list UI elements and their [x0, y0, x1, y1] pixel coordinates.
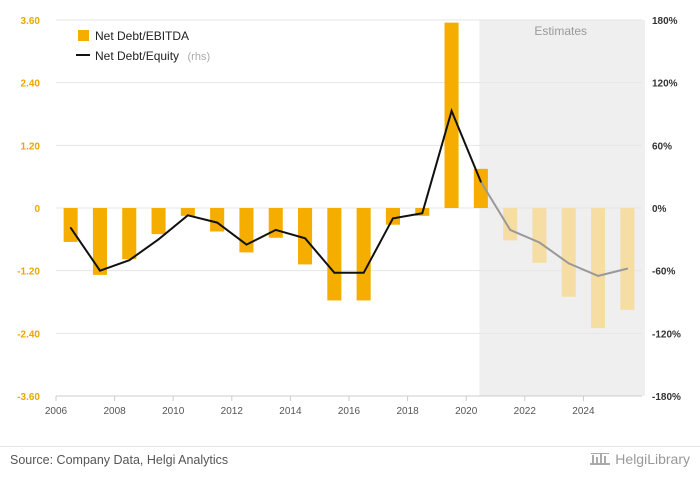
line-point-2014	[304, 237, 306, 240]
line-series	[69, 107, 629, 277]
legend-label-line: Net Debt/Equity (rhs)	[95, 47, 210, 64]
right-axis: 180% 120% 60% 0% -60% -120% -180%	[652, 16, 681, 403]
x-tick-2006: 2006	[45, 406, 68, 417]
y-tick-right: 60%	[652, 141, 672, 152]
y-tick-right: -180%	[652, 392, 681, 403]
y-tick-right: 0%	[652, 204, 667, 215]
y-tick-left: -3.60	[17, 392, 40, 403]
legend-label-bar: Net Debt/EBITDA	[95, 29, 189, 43]
x-tick-2024: 2024	[572, 406, 595, 417]
legend-swatch-bar	[78, 30, 89, 41]
bar-2006	[63, 208, 78, 242]
line-point-2016	[362, 271, 365, 274]
y-tick-left: 3.60	[21, 16, 41, 27]
source-text: Source: Company Data, Helgi Analytics	[10, 453, 229, 467]
line-point-2012	[245, 243, 248, 246]
x-tick-2014: 2014	[279, 406, 302, 417]
line-point-2013	[274, 229, 277, 231]
chart: Estimates 3.60 2.40 1.20 0 -1.20 -2.40 -3.60 1…	[17, 16, 681, 417]
x-tick-2018: 2018	[396, 406, 419, 417]
line-point-2017	[392, 217, 394, 220]
bar-2021	[503, 208, 518, 241]
y-tick-left: -2.40	[17, 329, 40, 340]
footer: Source: Company Data, Helgi Analytics He…	[0, 446, 700, 483]
bar-2009	[151, 208, 166, 235]
x-tick-2008: 2008	[103, 406, 126, 417]
line-point-2022	[538, 241, 541, 244]
y-tick-left: 1.20	[21, 141, 41, 152]
line-point-2021	[509, 229, 511, 231]
y-tick-left: -1.20	[17, 267, 40, 278]
x-axis: 2006 2008 2010 2012 2014 2016 2018 2020 2022 2024	[45, 395, 642, 417]
x-tick-2012: 2012	[221, 406, 244, 417]
y-tick-right: -60%	[652, 267, 675, 278]
legend-line-suffix: (rhs)	[188, 51, 211, 63]
line-point-2006	[69, 227, 72, 229]
bar-2015	[327, 208, 342, 301]
left-axis: 3.60 2.40 1.20 0 -1.20 -2.40 -3.60	[17, 16, 40, 403]
bar-2024	[591, 208, 606, 329]
y-tick-right: -120%	[652, 329, 681, 340]
bar-2016	[356, 208, 371, 301]
bar-2008	[122, 208, 137, 260]
line-point-2019	[450, 110, 453, 112]
line-point-2009	[157, 238, 160, 241]
library-icon	[590, 453, 611, 465]
bar-2020	[473, 168, 488, 208]
line-point-2023	[567, 262, 570, 265]
y-tick-right: 180%	[652, 16, 678, 27]
bar-2023	[561, 208, 576, 297]
bar-2019	[444, 22, 459, 208]
legend: Net Debt/EBITDA Net Debt/Equity (rhs)	[76, 29, 210, 64]
line-point-2024	[597, 275, 599, 277]
line-estimates	[480, 181, 628, 277]
estimates-label: Estimates	[534, 24, 587, 38]
line-point-2010	[187, 214, 189, 217]
line-point-2025	[626, 267, 629, 270]
line-point-2018	[421, 212, 424, 215]
y-tick-left: 0	[34, 204, 40, 215]
bar-2022	[532, 208, 547, 263]
x-tick-2010: 2010	[162, 406, 185, 417]
line-point-2011	[216, 221, 218, 224]
bar-2014	[298, 208, 313, 265]
bar-2017	[385, 208, 400, 225]
x-tick-2016: 2016	[338, 406, 361, 417]
line-point-2008	[128, 259, 131, 262]
bar-2025	[620, 208, 635, 310]
bar-series	[63, 22, 635, 329]
bar-2010	[180, 208, 195, 216]
y-tick-left: 2.40	[21, 79, 41, 90]
brand-name: HelgiLibrary	[615, 451, 690, 467]
bar-2007	[92, 208, 107, 275]
brand-logo[interactable]: HelgiLibrary	[589, 451, 690, 467]
line-point-2015	[333, 271, 336, 274]
line-point-2020	[480, 181, 482, 183]
legend-line-name: Net Debt/Equity	[95, 49, 179, 63]
x-tick-2022: 2022	[514, 406, 537, 417]
y-tick-right: 120%	[652, 79, 678, 90]
line-point-2007	[99, 269, 101, 272]
bar-2011	[210, 208, 225, 232]
x-tick-2020: 2020	[455, 406, 478, 417]
